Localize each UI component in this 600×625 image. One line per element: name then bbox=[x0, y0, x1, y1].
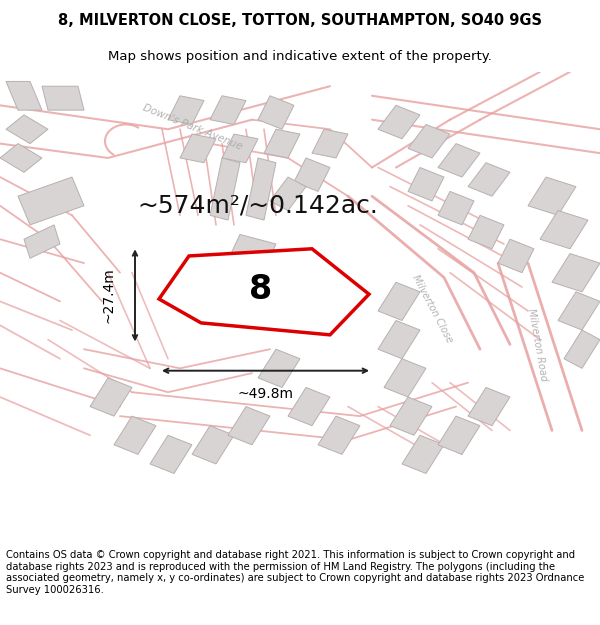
Polygon shape bbox=[114, 416, 156, 454]
Polygon shape bbox=[408, 168, 444, 201]
Polygon shape bbox=[540, 211, 588, 249]
Text: Down's Park Avenue: Down's Park Avenue bbox=[141, 102, 243, 151]
Polygon shape bbox=[210, 96, 246, 124]
Polygon shape bbox=[378, 282, 420, 321]
Polygon shape bbox=[42, 86, 84, 110]
Text: ~574m²/~0.142ac.: ~574m²/~0.142ac. bbox=[137, 194, 379, 218]
Polygon shape bbox=[252, 272, 306, 321]
Text: Milverton Close: Milverton Close bbox=[410, 273, 454, 344]
Polygon shape bbox=[468, 388, 510, 426]
Polygon shape bbox=[390, 397, 432, 435]
Polygon shape bbox=[498, 239, 534, 272]
Polygon shape bbox=[528, 177, 576, 215]
Polygon shape bbox=[150, 435, 192, 474]
Text: Milverton Road: Milverton Road bbox=[526, 308, 548, 382]
Polygon shape bbox=[6, 81, 42, 110]
Polygon shape bbox=[180, 134, 216, 162]
Text: 8: 8 bbox=[250, 273, 272, 306]
Polygon shape bbox=[222, 234, 276, 282]
Polygon shape bbox=[564, 330, 600, 368]
Polygon shape bbox=[378, 106, 420, 139]
Text: Map shows position and indicative extent of the property.: Map shows position and indicative extent… bbox=[108, 49, 492, 62]
Polygon shape bbox=[24, 225, 60, 258]
Polygon shape bbox=[159, 249, 369, 335]
Polygon shape bbox=[438, 191, 474, 225]
Polygon shape bbox=[294, 158, 330, 191]
Polygon shape bbox=[6, 115, 48, 144]
Polygon shape bbox=[258, 96, 294, 129]
Polygon shape bbox=[0, 144, 42, 172]
Polygon shape bbox=[222, 134, 258, 162]
Polygon shape bbox=[246, 158, 276, 220]
Polygon shape bbox=[438, 144, 480, 177]
Text: 8, MILVERTON CLOSE, TOTTON, SOUTHAMPTON, SO40 9GS: 8, MILVERTON CLOSE, TOTTON, SOUTHAMPTON,… bbox=[58, 12, 542, 28]
Polygon shape bbox=[558, 292, 600, 330]
Polygon shape bbox=[288, 388, 330, 426]
Polygon shape bbox=[192, 426, 234, 464]
Polygon shape bbox=[312, 129, 348, 158]
Polygon shape bbox=[264, 129, 300, 158]
Polygon shape bbox=[168, 96, 204, 124]
Polygon shape bbox=[402, 435, 444, 474]
Polygon shape bbox=[468, 215, 504, 249]
Polygon shape bbox=[210, 158, 240, 220]
Polygon shape bbox=[270, 177, 306, 211]
Polygon shape bbox=[468, 162, 510, 196]
Polygon shape bbox=[408, 124, 450, 158]
Text: ~49.8m: ~49.8m bbox=[238, 387, 293, 401]
Polygon shape bbox=[18, 177, 84, 225]
Polygon shape bbox=[378, 321, 420, 359]
Text: Contains OS data © Crown copyright and database right 2021. This information is : Contains OS data © Crown copyright and d… bbox=[6, 550, 584, 595]
Polygon shape bbox=[228, 406, 270, 445]
Polygon shape bbox=[552, 254, 600, 292]
Polygon shape bbox=[438, 416, 480, 454]
Text: ~27.4m: ~27.4m bbox=[101, 268, 115, 323]
Polygon shape bbox=[318, 416, 360, 454]
Polygon shape bbox=[258, 349, 300, 388]
Polygon shape bbox=[90, 378, 132, 416]
Polygon shape bbox=[384, 359, 426, 397]
